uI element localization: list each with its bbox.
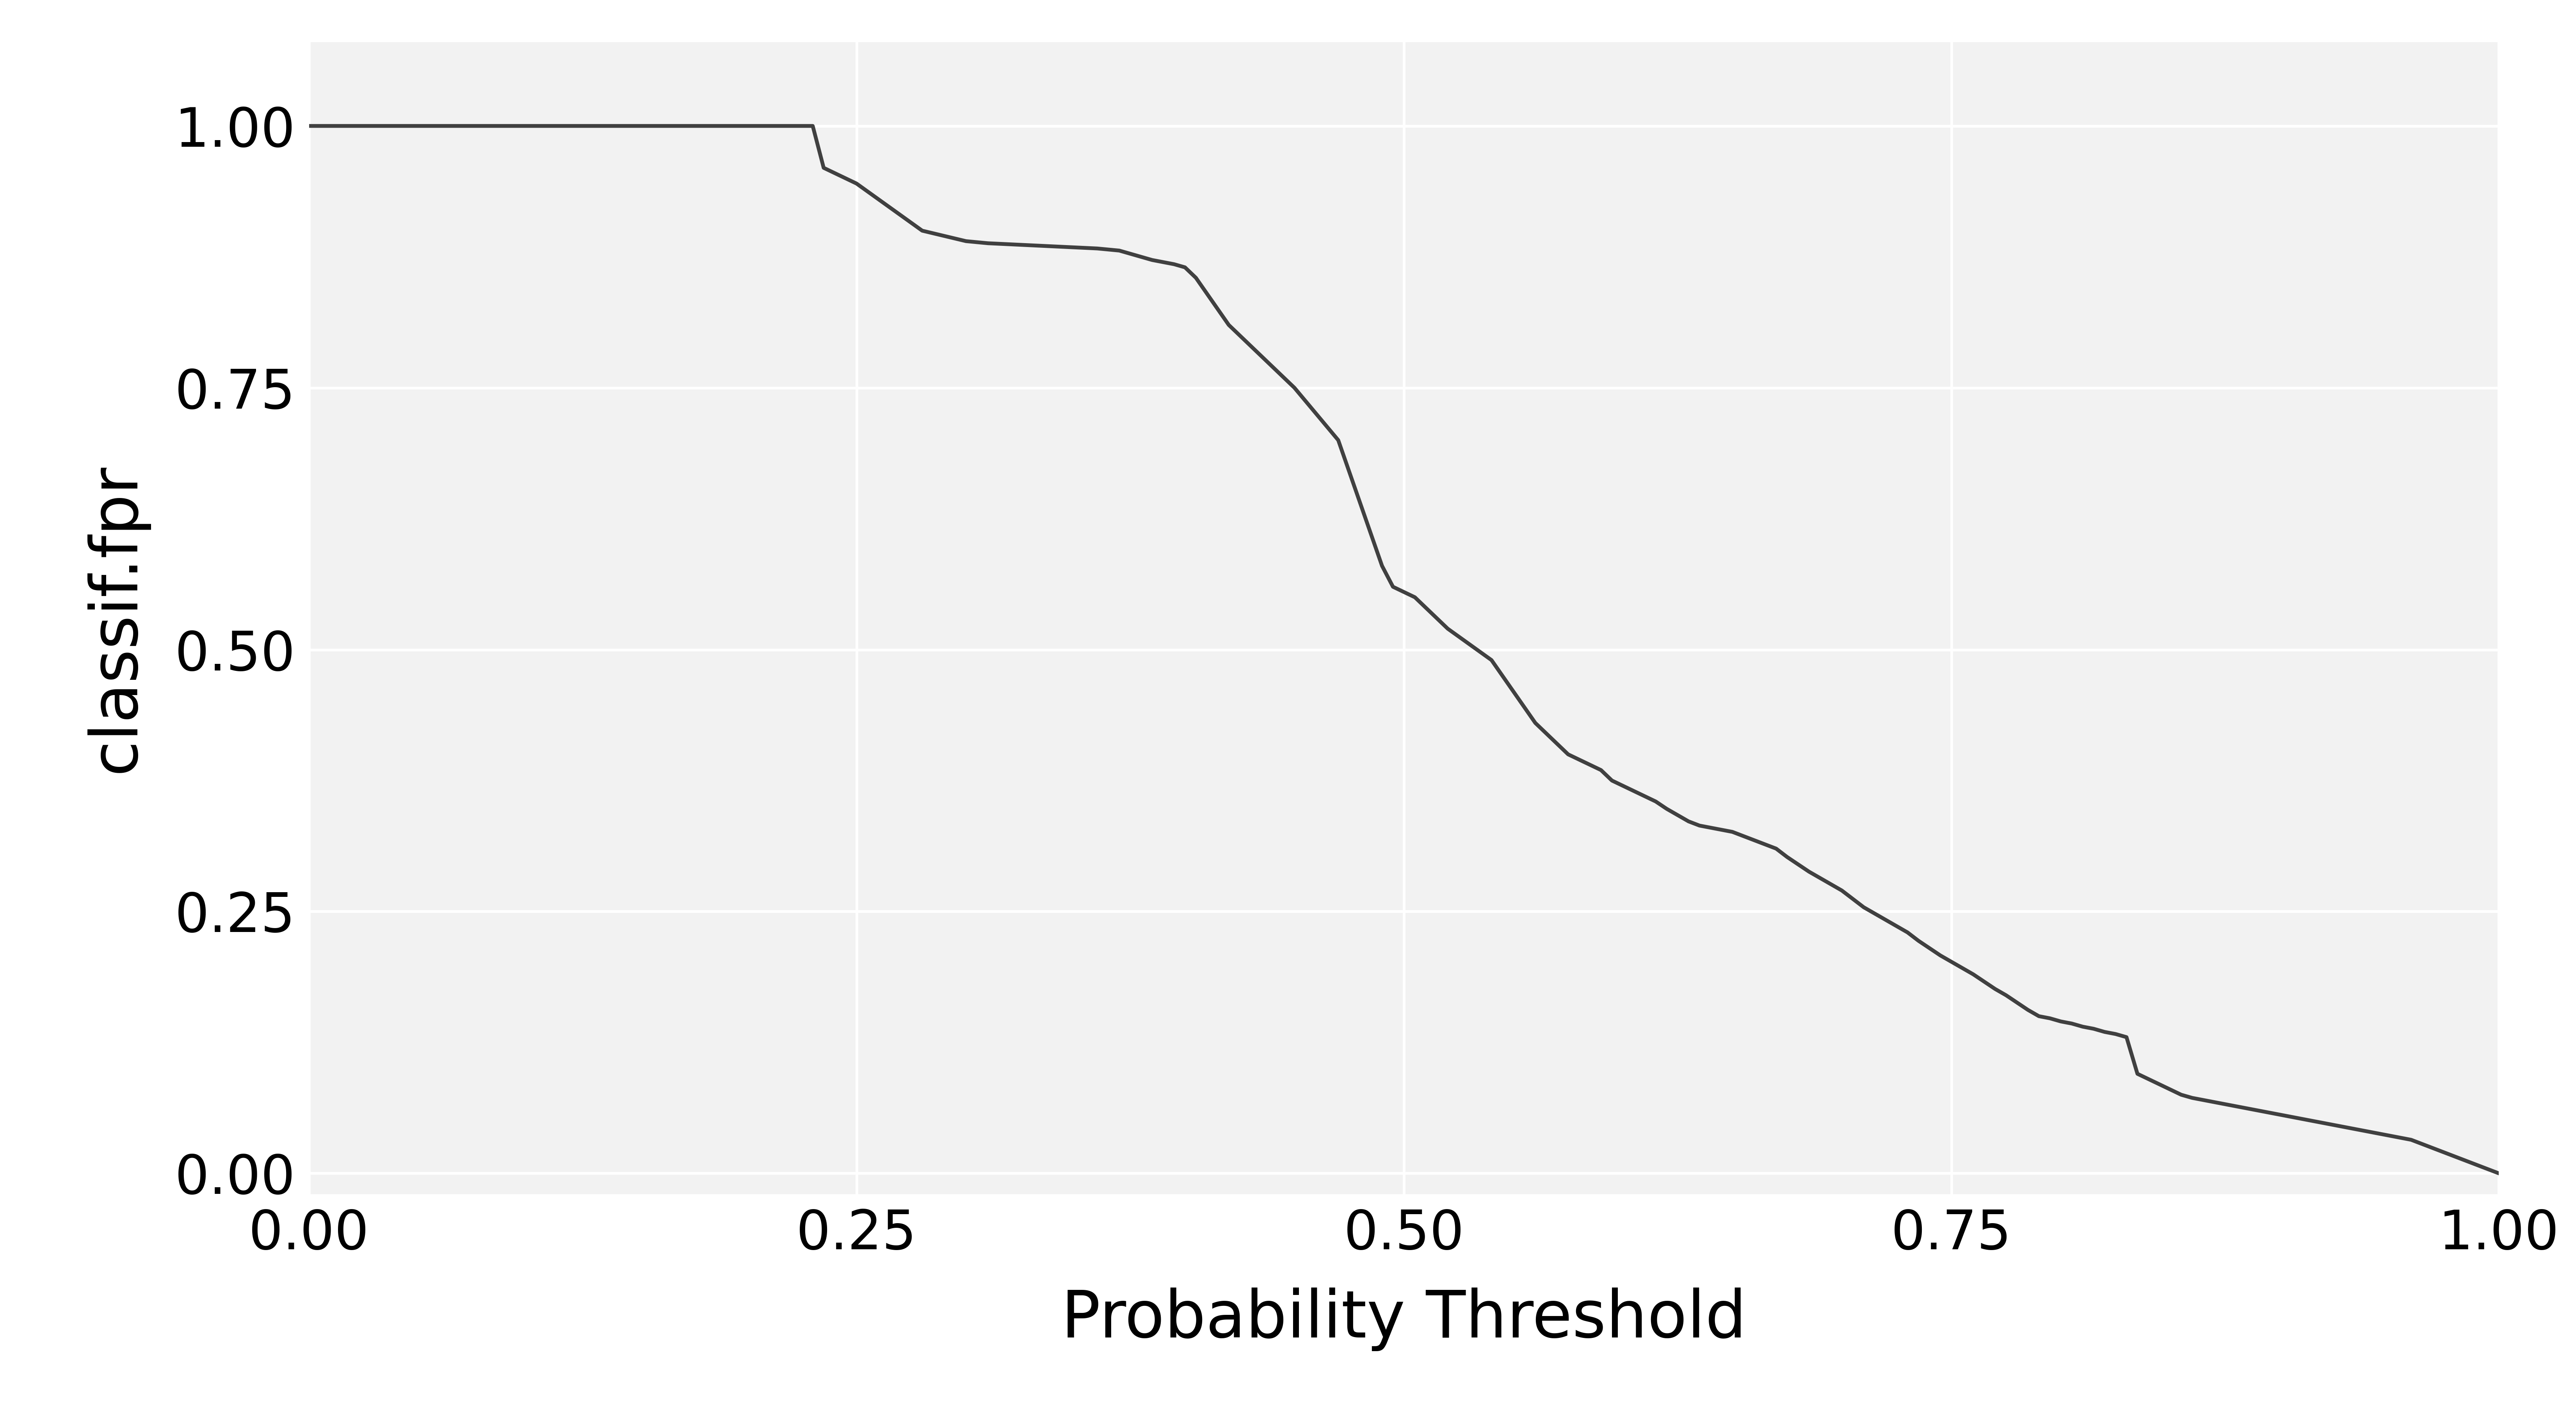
- Y-axis label: classif.fpr: classif.fpr: [85, 464, 147, 773]
- X-axis label: Probability Threshold: Probability Threshold: [1061, 1287, 1747, 1352]
